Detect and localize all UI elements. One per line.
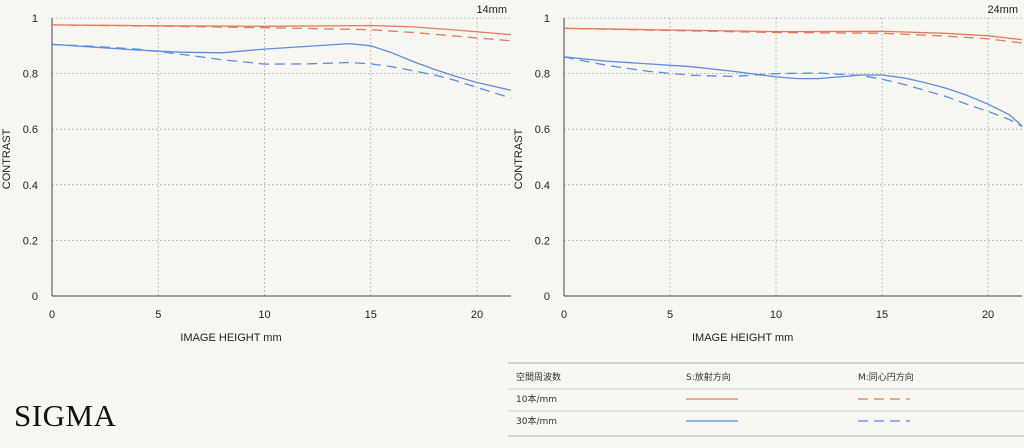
series-line-30M bbox=[51, 43, 512, 99]
y-tick-label: 0.8 bbox=[23, 69, 38, 81]
y-tick-label: 0.4 bbox=[23, 180, 38, 192]
focal-length-label: 24mm bbox=[987, 4, 1018, 16]
x-axis-title: IMAGE HEIGHT mm bbox=[180, 332, 281, 344]
legend-header: 空間周波数 bbox=[516, 371, 561, 383]
series-line-10S bbox=[51, 24, 512, 36]
x-tick-label: 15 bbox=[365, 309, 377, 321]
series-line-10M bbox=[51, 24, 512, 42]
x-tick-label: 15 bbox=[876, 309, 888, 321]
y-tick-label: 0.4 bbox=[535, 180, 550, 192]
x-tick-label: 20 bbox=[982, 309, 994, 321]
y-tick-label: 0.6 bbox=[535, 124, 550, 136]
x-tick-label: 0 bbox=[49, 309, 55, 321]
y-tick-label: 0 bbox=[32, 291, 38, 303]
x-tick-label: 5 bbox=[667, 309, 673, 321]
series-line-30S bbox=[563, 56, 1023, 127]
series-line-30S bbox=[51, 42, 512, 91]
legend-row-label: 30本/mm bbox=[516, 415, 557, 427]
y-axis-title: CONTRAST bbox=[513, 128, 525, 189]
y-tick-label: 0 bbox=[544, 291, 550, 303]
y-tick-label: 0.6 bbox=[23, 124, 38, 136]
x-axis-title: IMAGE HEIGHT mm bbox=[692, 332, 793, 344]
x-tick-label: 10 bbox=[258, 309, 270, 321]
y-tick-label: 0.2 bbox=[23, 235, 38, 247]
focal-length-label: 14mm bbox=[476, 4, 507, 16]
series-line-30M bbox=[563, 56, 1023, 127]
x-tick-label: 20 bbox=[471, 309, 483, 321]
x-tick-label: 5 bbox=[155, 309, 161, 321]
series-line-10S bbox=[563, 27, 1023, 41]
y-tick-label: 0.2 bbox=[535, 235, 550, 247]
y-axis-title: CONTRAST bbox=[1, 128, 13, 189]
legend-header: S:放射方向 bbox=[686, 371, 731, 383]
y-tick-label: 0.8 bbox=[535, 69, 550, 81]
y-tick-label: 1 bbox=[544, 13, 550, 25]
x-tick-label: 0 bbox=[561, 309, 567, 321]
x-tick-label: 10 bbox=[770, 309, 782, 321]
y-tick-label: 1 bbox=[32, 13, 38, 25]
legend-header: M:同心円方向 bbox=[858, 371, 914, 383]
series-line-10M bbox=[563, 27, 1023, 44]
sigma-logo: SIGMA bbox=[14, 398, 117, 433]
legend-row-label: 10本/mm bbox=[516, 393, 557, 405]
